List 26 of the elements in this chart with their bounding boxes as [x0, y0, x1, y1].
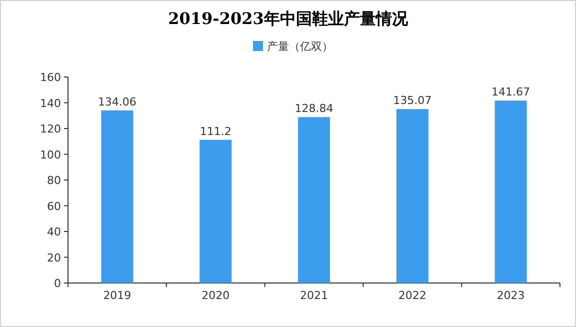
- x-tick-label: 2020: [202, 289, 230, 302]
- y-tick-label: 0: [54, 277, 61, 290]
- data-label: 111.2: [200, 124, 232, 138]
- bar: [298, 117, 330, 283]
- y-tick-label: 80: [47, 174, 61, 187]
- data-label: 135.07: [393, 94, 432, 108]
- x-tick-label: 2023: [496, 289, 525, 302]
- bar: [396, 109, 428, 283]
- bar: [494, 100, 527, 283]
- y-tick-label: 20: [47, 251, 61, 264]
- data-label: 128.84: [294, 102, 334, 116]
- x-tick-label: 2022: [398, 289, 426, 302]
- y-tick-label: 100: [40, 148, 61, 162]
- legend-label: 产量（亿双）: [267, 40, 333, 53]
- bar: [101, 110, 134, 283]
- y-tick-label: 40: [47, 226, 61, 238]
- y-tick-label: 140: [40, 96, 61, 110]
- x-tick-label: 2019: [103, 289, 132, 302]
- bar: [200, 140, 232, 283]
- y-tick-label: 160: [40, 71, 61, 84]
- y-tick-label: 60: [47, 200, 61, 213]
- chart-title: 2019-2023年中国鞋业产量情况: [168, 9, 409, 28]
- data-label: 134.06: [98, 95, 136, 108]
- x-tick-label: 2021: [300, 289, 328, 302]
- y-tick-label: 120: [40, 122, 61, 136]
- data-label: 141.67: [492, 86, 530, 99]
